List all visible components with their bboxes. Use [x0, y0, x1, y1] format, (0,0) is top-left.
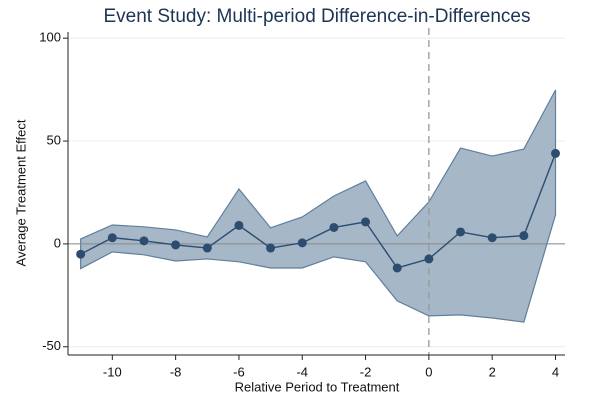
- estimate-point: [361, 217, 371, 227]
- estimate-point: [487, 233, 497, 243]
- estimate-point: [171, 240, 181, 250]
- chart-title: Event Study: Multi-period Difference-in-…: [104, 6, 531, 27]
- estimate-point: [456, 227, 466, 237]
- y-tick-label: 50: [47, 132, 61, 147]
- estimate-point: [392, 263, 402, 273]
- estimate-point: [139, 236, 149, 246]
- x-tick-label: -10: [103, 364, 122, 379]
- estimate-point: [76, 249, 86, 259]
- estimate-point: [297, 238, 307, 248]
- estimate-point: [329, 222, 339, 232]
- estimate-point: [519, 231, 529, 241]
- x-tick-label: -6: [233, 364, 245, 379]
- x-axis-label: Relative Period to Treatment: [235, 379, 400, 394]
- x-tick-label: -2: [360, 364, 372, 379]
- x-tick-label: -4: [296, 364, 308, 379]
- y-axis-label: Average Treatment Effect: [13, 119, 28, 266]
- estimate-point: [266, 243, 276, 253]
- x-tick-label: 2: [489, 364, 496, 379]
- y-tick-label: -50: [42, 338, 61, 353]
- y-tick-label: 0: [54, 235, 61, 250]
- estimate-point: [424, 254, 434, 264]
- estimate-line: [80, 153, 557, 269]
- x-tick-label: 4: [552, 364, 559, 379]
- estimate-point: [107, 233, 117, 243]
- estimate-point: [202, 243, 212, 253]
- x-tick-label: -8: [170, 364, 182, 379]
- x-tick-label: 0: [425, 364, 432, 379]
- estimate-point: [551, 148, 561, 158]
- y-tick-label: 100: [39, 30, 61, 45]
- estimate-point: [234, 220, 244, 230]
- confidence-band: [80, 89, 557, 323]
